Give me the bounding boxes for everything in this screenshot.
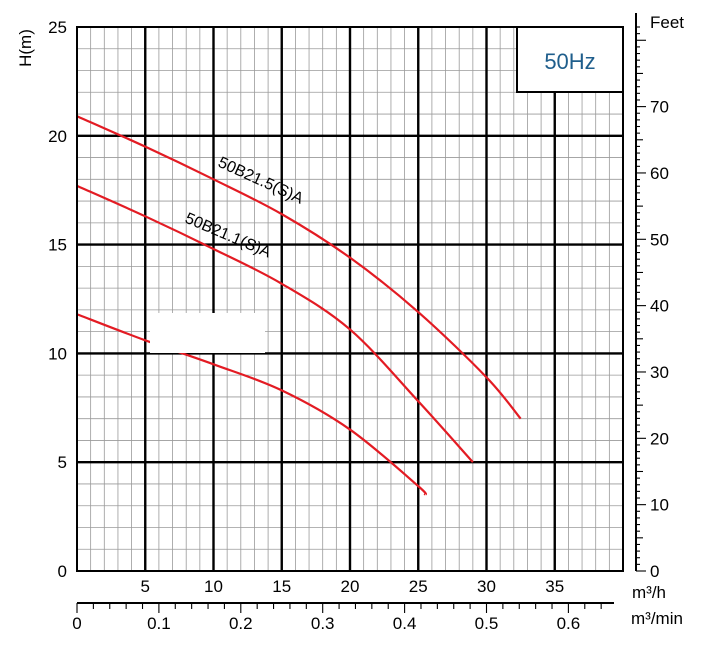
secondary-tick-label: 0.5 bbox=[475, 614, 499, 633]
frequency-badge-box bbox=[516, 26, 624, 93]
right-axis-title: Feet bbox=[650, 13, 684, 32]
x-tick-label: 35 bbox=[545, 577, 564, 596]
series-line-2 bbox=[76, 184, 474, 463]
y-tick-label: 0 bbox=[58, 562, 67, 581]
secondary-tick-label: 0.6 bbox=[557, 614, 581, 633]
x-tick-label: 30 bbox=[477, 577, 496, 596]
right-tick-label: 50 bbox=[650, 230, 669, 249]
right-tick-label: 0 bbox=[650, 562, 659, 581]
series-label-1: 50B21.5(S)A bbox=[215, 154, 306, 208]
right-tick-label: 10 bbox=[650, 496, 669, 515]
y-tick-label: 15 bbox=[48, 236, 67, 255]
series-label-2: 50B21.1(S)A bbox=[182, 210, 273, 262]
y-axis-title: H(m) bbox=[16, 29, 35, 67]
x-tick-label: 5 bbox=[141, 577, 150, 596]
major-grid bbox=[77, 27, 623, 571]
secondary-tick-label: 0.2 bbox=[229, 614, 253, 633]
secondary-tick-label: 0.3 bbox=[311, 614, 335, 633]
axes bbox=[76, 13, 646, 613]
secondary-tick-label: 0.4 bbox=[393, 614, 417, 633]
series-line-3 bbox=[76, 313, 428, 496]
y-tick-label: 25 bbox=[48, 18, 67, 37]
y-tick-label: 10 bbox=[48, 344, 67, 363]
frequency-badge-text: 50Hz bbox=[544, 49, 595, 74]
right-tick-label: 30 bbox=[650, 363, 669, 382]
mask-patch bbox=[150, 313, 265, 353]
x-tick-label: 10 bbox=[204, 577, 223, 596]
secondary-tick-label: 0.1 bbox=[147, 614, 171, 633]
x-tick-label: 15 bbox=[272, 577, 291, 596]
right-tick-label: 60 bbox=[650, 164, 669, 183]
right-tick-label: 20 bbox=[650, 429, 669, 448]
right-tick-label: 70 bbox=[650, 98, 669, 117]
secondary-axis-title: m³/min bbox=[631, 609, 683, 628]
plot-frame bbox=[76, 26, 624, 572]
minor-grid bbox=[77, 27, 623, 571]
secondary-tick-label: 0 bbox=[72, 614, 81, 633]
x-tick-label: 20 bbox=[341, 577, 360, 596]
y-tick-label: 5 bbox=[58, 453, 67, 472]
series-line-1 bbox=[76, 115, 522, 420]
right-tick-label: 40 bbox=[650, 297, 669, 316]
x-axis-title: m³/h bbox=[632, 583, 666, 602]
y-tick-label: 20 bbox=[48, 127, 67, 146]
curves bbox=[76, 115, 522, 496]
x-tick-label: 25 bbox=[409, 577, 428, 596]
